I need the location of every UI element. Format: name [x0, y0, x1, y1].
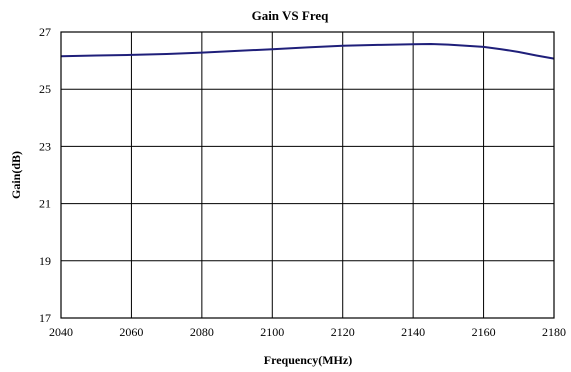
- x-tick-label: 2160: [472, 325, 496, 339]
- x-tick-label: 2060: [119, 325, 143, 339]
- y-axis-label: Gain(dB): [9, 151, 23, 199]
- x-tick-label: 2120: [331, 325, 355, 339]
- y-tick-label: 27: [39, 25, 51, 39]
- tick-layer: 2040 2060 2080 2100 2120 2140 2160 2180 17 19 21 23…: [39, 25, 566, 339]
- plot-frame: [60, 31, 555, 319]
- gain-series-line: [60, 42, 555, 60]
- x-tick-label: 2100: [260, 325, 284, 339]
- y-tick-label: 21: [39, 197, 51, 211]
- y-tick-label: 23: [39, 139, 51, 153]
- x-tick-label: 2040: [49, 325, 73, 339]
- grid-layer: [60, 31, 555, 319]
- series-layer: [60, 42, 555, 60]
- chart-title: Gain VS Freq: [252, 8, 330, 23]
- y-tick-label: 25: [39, 82, 51, 96]
- y-tick-label: 19: [39, 254, 51, 268]
- x-tick-label: 2140: [401, 325, 425, 339]
- x-tick-label: 2180: [542, 325, 566, 339]
- x-tick-label: 2080: [190, 325, 214, 339]
- x-axis-label: Frequency(MHz): [264, 353, 352, 367]
- y-tick-label: 17: [39, 311, 51, 325]
